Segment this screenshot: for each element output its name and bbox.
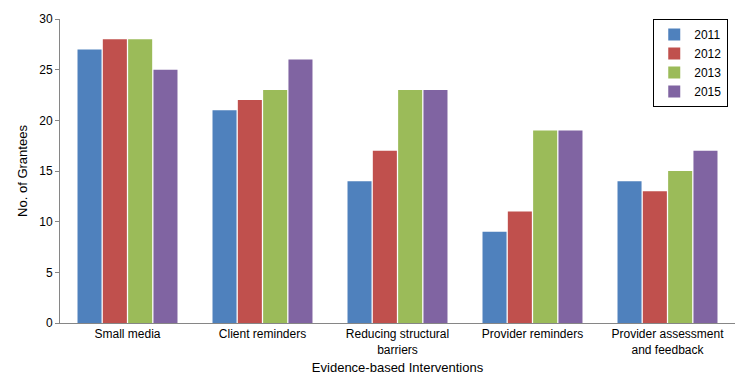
svg-text:2012: 2012: [694, 47, 721, 61]
svg-text:Small media: Small media: [94, 327, 160, 341]
svg-text:2011: 2011: [694, 28, 720, 42]
svg-text:Provider reminders: Provider reminders: [482, 327, 583, 341]
svg-text:15: 15: [39, 164, 53, 178]
svg-text:20: 20: [39, 114, 53, 128]
svg-text:Provider assessmentand feedbac: Provider assessmentand feedback: [611, 327, 724, 357]
svg-text:Reducing structuralbarriers: Reducing structuralbarriers: [346, 327, 449, 357]
svg-text:25: 25: [39, 63, 53, 77]
svg-text:30: 30: [39, 12, 53, 26]
svg-text:Client reminders: Client reminders: [219, 327, 306, 341]
svg-text:2013: 2013: [694, 66, 721, 80]
svg-text:0: 0: [46, 316, 53, 330]
svg-text:10: 10: [39, 215, 53, 229]
svg-text:Evidence-based Interventions: Evidence-based Interventions: [312, 360, 484, 375]
svg-text:2015: 2015: [694, 85, 721, 99]
svg-text:5: 5: [46, 266, 53, 280]
svg-text:No. of Grantees: No. of Grantees: [15, 125, 30, 217]
